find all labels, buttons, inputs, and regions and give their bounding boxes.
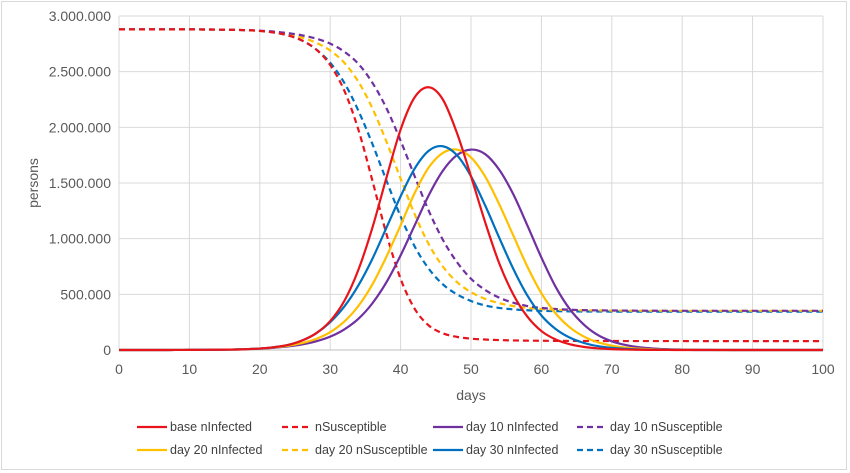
x-tick-label: 90 bbox=[745, 361, 761, 377]
gridlines bbox=[118, 15, 824, 351]
legend-item: day 30 nSusceptible bbox=[577, 443, 723, 457]
legend-label: day 10 nSusceptible bbox=[610, 420, 723, 434]
x-tick-label: 50 bbox=[463, 361, 479, 377]
x-tick-label: 60 bbox=[534, 361, 550, 377]
x-tick-label: 80 bbox=[674, 361, 690, 377]
series-line-day-30-nsusceptible bbox=[119, 28, 823, 313]
y-axis-ticks: 0 500.000 1.000.000 1.500.000 2.000.000 2.500… bbox=[49, 8, 112, 358]
legend-label: day 10 nInfected bbox=[466, 420, 558, 434]
y-tick-label: 2.000.000 bbox=[49, 119, 111, 135]
legend-item: day 20 nSusceptible bbox=[282, 443, 428, 457]
y-axis-label: persons bbox=[25, 158, 41, 208]
legend-label: day 20 nSusceptible bbox=[315, 443, 428, 457]
legend-item: day 20 nInfected bbox=[137, 443, 262, 457]
x-tick-label: 100 bbox=[811, 361, 835, 377]
legend: base nInfected nSusceptible day 10 nInfect… bbox=[137, 420, 723, 457]
legend-item: day 30 nInfected bbox=[433, 443, 558, 457]
series-line-base-ninfected bbox=[119, 86, 823, 352]
x-tick-label: 40 bbox=[393, 361, 409, 377]
series-line-nsusceptible bbox=[119, 28, 823, 343]
legend-label: day 30 nSusceptible bbox=[610, 443, 723, 457]
x-tick-label: 30 bbox=[322, 361, 338, 377]
legend-item: day 10 nInfected bbox=[433, 420, 558, 434]
legend-item: base nInfected bbox=[137, 420, 252, 434]
y-tick-label: 1.500.000 bbox=[49, 175, 111, 191]
y-tick-label: 0 bbox=[103, 342, 111, 358]
legend-label: day 20 nInfected bbox=[170, 443, 262, 457]
x-axis-ticks: 0 10 20 30 40 50 60 70 80 90 100 bbox=[115, 361, 835, 377]
legend-item: day 10 nSusceptible bbox=[577, 420, 723, 434]
x-axis-label: days bbox=[456, 387, 486, 403]
y-tick-label: 2.500.000 bbox=[49, 64, 111, 80]
legend-label: nSusceptible bbox=[315, 420, 387, 434]
series-lines bbox=[119, 28, 823, 352]
x-tick-label: 10 bbox=[182, 361, 198, 377]
y-tick-label: 500.000 bbox=[60, 286, 111, 302]
y-tick-label: 3.000.000 bbox=[49, 8, 111, 24]
legend-label: base nInfected bbox=[170, 420, 252, 434]
x-tick-label: 20 bbox=[252, 361, 268, 377]
legend-label: day 30 nInfected bbox=[466, 443, 558, 457]
x-tick-label: 70 bbox=[604, 361, 620, 377]
x-tick-label: 0 bbox=[115, 361, 123, 377]
y-tick-label: 1.000.000 bbox=[49, 231, 111, 247]
legend-item: nSusceptible bbox=[282, 420, 387, 434]
series-line-day-10-nsusceptible bbox=[119, 28, 823, 312]
